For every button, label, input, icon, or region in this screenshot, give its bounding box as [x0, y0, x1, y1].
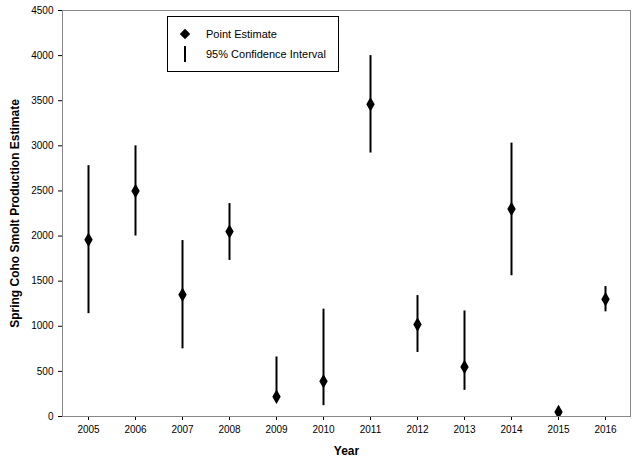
svg-text:Year: Year: [334, 444, 360, 458]
svg-text:3000: 3000: [31, 140, 54, 151]
svg-text:500: 500: [37, 366, 54, 377]
svg-text:2014: 2014: [500, 424, 523, 435]
svg-text:2011: 2011: [360, 424, 382, 435]
svg-text:2007: 2007: [171, 424, 194, 435]
svg-text:4500: 4500: [31, 5, 54, 16]
html-text:95% Confidence Interval: 95% Confidence Interval: [206, 48, 326, 60]
svg-text:Spring Coho Smolt Production E: Spring Coho Smolt Production Estimate: [8, 99, 22, 328]
svg-text:1500: 1500: [31, 275, 54, 286]
svg-text:2010: 2010: [312, 424, 335, 435]
svg-text:4000: 4000: [31, 50, 54, 61]
svg-text:2005: 2005: [77, 424, 100, 435]
svg-text:2012: 2012: [406, 424, 429, 435]
svg-text:3500: 3500: [31, 95, 54, 106]
svg-text:2008: 2008: [218, 424, 241, 435]
svg-text:2016: 2016: [594, 424, 617, 435]
svg-text:2009: 2009: [265, 424, 288, 435]
svg-text:2000: 2000: [31, 230, 54, 241]
svg-text:2500: 2500: [31, 185, 54, 196]
svg-text:2015: 2015: [547, 424, 570, 435]
svg-text:2006: 2006: [124, 424, 147, 435]
svg-text:1000: 1000: [31, 320, 54, 331]
html-text:Point Estimate: Point Estimate: [206, 28, 277, 40]
svg-text:2013: 2013: [453, 424, 476, 435]
svg-text:0: 0: [48, 411, 54, 422]
